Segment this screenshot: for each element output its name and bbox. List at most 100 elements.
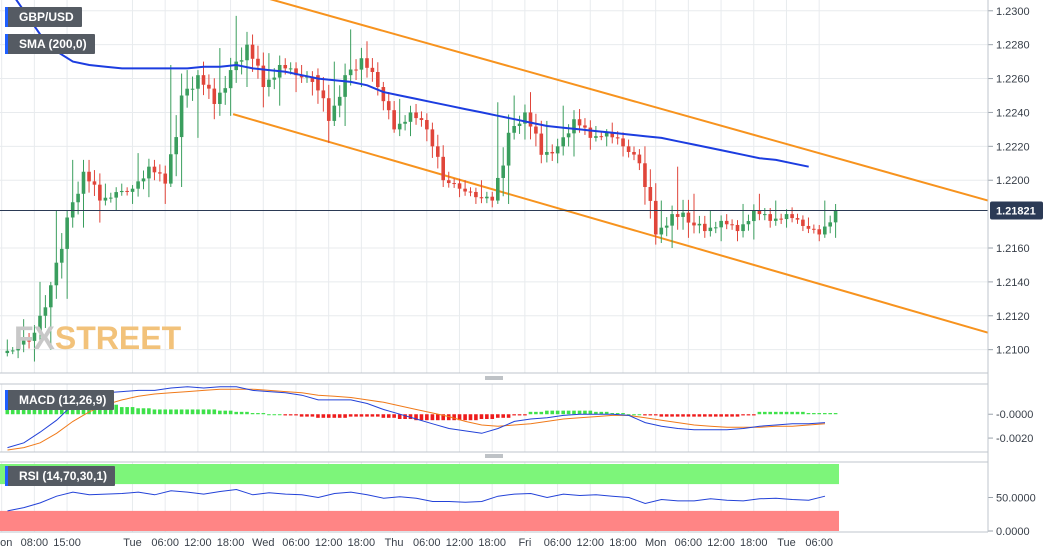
sma-200-line <box>15 0 809 168</box>
candle-body <box>583 125 587 128</box>
candle-body <box>545 151 549 155</box>
watermark-part1: FX <box>14 320 55 356</box>
candle-body <box>76 193 80 203</box>
macd-histogram-bar <box>545 410 549 415</box>
candle-body <box>752 210 756 222</box>
macd-histogram-bar <box>256 413 260 415</box>
candle-body <box>59 248 64 263</box>
candle-body <box>337 96 342 106</box>
macd-histogram-bar <box>588 410 593 415</box>
y-tick-label: 1.2260 <box>996 74 1030 86</box>
macd-histogram-bar <box>386 414 391 418</box>
panel-resize-handle[interactable] <box>485 376 503 380</box>
candle-body <box>795 218 800 220</box>
x-tick-label: 18:00 <box>609 537 637 549</box>
candle-body <box>130 188 135 192</box>
candle-body <box>332 105 337 121</box>
macd-histogram-bar <box>141 408 146 415</box>
macd-histogram-bar <box>572 410 576 415</box>
candle-body <box>386 101 391 111</box>
candle-body <box>27 340 31 342</box>
candle-body <box>436 146 440 157</box>
x-tick-label: 12:00 <box>315 537 343 549</box>
rsi-label-text: RSI (14,70,30,1) <box>19 469 108 483</box>
macd-histogram-bar <box>773 411 778 415</box>
macd-histogram-bar <box>686 414 691 417</box>
macd-histogram-bar <box>397 414 402 419</box>
macd-signal-line <box>7 388 826 451</box>
macd-histogram-bar <box>594 411 598 415</box>
candle-body <box>49 285 53 308</box>
channel-layer <box>232 0 989 334</box>
candle-body <box>441 156 445 181</box>
candle-body <box>697 223 702 226</box>
macd-indicator-label[interactable]: MACD (12,26,9) <box>5 390 115 410</box>
macd-histogram-bar <box>32 407 37 415</box>
candle-body <box>38 315 42 332</box>
macd-histogram-bar <box>337 414 342 418</box>
symbol-label[interactable]: GBP/USD <box>5 7 82 27</box>
macd-histogram-bar <box>817 413 822 415</box>
candle-body <box>588 127 593 138</box>
candle-body <box>141 178 146 182</box>
candle-body <box>806 225 811 229</box>
candle-body <box>517 123 522 126</box>
candle-body <box>288 68 293 70</box>
candle-body <box>392 110 396 130</box>
macd-line <box>7 386 826 449</box>
macd-histogram-bar <box>419 414 424 421</box>
candle-body <box>185 88 189 96</box>
macd-histogram-bar <box>566 410 571 415</box>
candle-body <box>501 165 505 178</box>
macd-histogram-bar <box>703 414 707 417</box>
candle-body <box>425 120 429 130</box>
macd-histogram-bar <box>577 410 582 415</box>
x-tick-label: 18:00 <box>217 537 245 549</box>
price-panel[interactable] <box>0 0 988 373</box>
rsi-indicator-label[interactable]: RSI (14,70,30,1) <box>5 466 116 486</box>
candle-body <box>572 119 576 134</box>
candle-body <box>343 75 347 97</box>
macd-histogram-bar <box>223 410 228 415</box>
candle-body <box>179 95 184 138</box>
macd-histogram-bar <box>425 414 429 421</box>
axis-layer: Mon 08:00 15:00 Tue 06:00 12:00 18:00 Wed 06:00 1… <box>0 6 1043 549</box>
macd-histogram-bar <box>21 407 26 415</box>
macd-histogram-bar <box>326 414 331 418</box>
y-tick-label: 1.2100 <box>996 345 1030 357</box>
candle-body <box>70 202 75 218</box>
macd-histogram-bar <box>452 414 456 421</box>
candle-body <box>823 226 827 235</box>
macd-histogram-bar <box>648 414 653 416</box>
candle-body <box>294 68 298 76</box>
panel-resize-handle[interactable] <box>485 454 503 458</box>
macd-histogram-bar <box>381 414 386 418</box>
macd-histogram-bar <box>479 414 484 419</box>
macd-histogram-bar <box>354 414 358 417</box>
candle-body <box>757 210 762 215</box>
candle-body <box>664 225 669 228</box>
x-tick-label: Thu <box>385 537 404 549</box>
candle-body <box>397 123 402 130</box>
macd-histogram-bar <box>664 414 669 417</box>
candle-body <box>452 183 456 185</box>
candle-body <box>403 121 407 124</box>
candle-body <box>430 129 435 147</box>
candle-body <box>784 214 789 220</box>
macd-histogram-bar <box>430 414 435 421</box>
candle-body <box>163 173 168 184</box>
x-tick-label: 15:00 <box>53 537 81 549</box>
macd-histogram-bar <box>496 414 500 418</box>
macd-histogram-bar <box>757 411 762 415</box>
candle-body <box>196 75 200 89</box>
rsi-line <box>7 488 826 512</box>
sma-indicator-label[interactable]: SMA (200,0) <box>5 34 95 54</box>
candle-body <box>686 212 691 223</box>
candle-body <box>643 163 647 187</box>
candle-body <box>370 67 375 73</box>
macd-histogram-bar <box>517 414 522 416</box>
candle-body <box>485 196 489 199</box>
candle-body <box>692 222 696 226</box>
rsi-overbought-zone <box>0 464 839 485</box>
candle-body <box>10 350 15 352</box>
